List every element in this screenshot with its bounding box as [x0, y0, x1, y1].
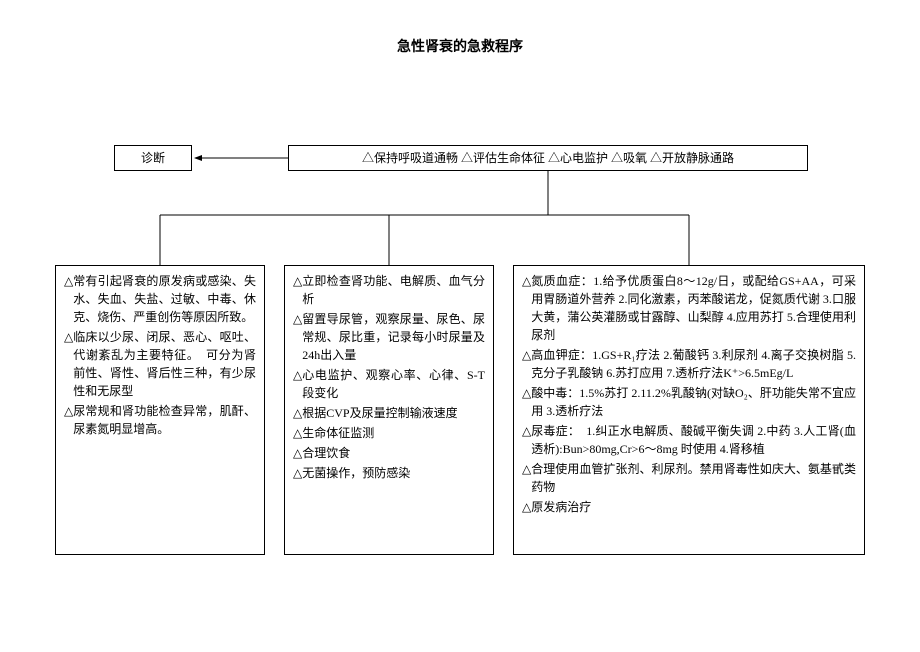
list-item-text: 氮质血症：1.给予优质蛋白8～12g/日，或配给GS+AA，可采用胃肠道外营养 …	[531, 272, 856, 344]
initial-measures-box: △保持呼吸道通畅 △评估生命体征 △心电监护 △吸氧 △开放静脉通路	[288, 145, 808, 171]
triangle-mark: △	[293, 424, 302, 442]
list-item: △合理使用血管扩张剂、利尿剂。禁用肾毒性如庆大、氨基甙类药物	[522, 460, 856, 496]
triangle-mark: △	[522, 460, 531, 496]
list-item-text: 酸中毒：1.5%苏打 2.11.2%乳酸钠(对缺O₂、肝功能失常不宜应用 3.透…	[531, 384, 856, 420]
list-item-text: 立即检查肾功能、电解质、血气分析	[302, 272, 485, 308]
list-item: △合理饮食	[293, 444, 485, 462]
page-title: 急性肾衰的急救程序	[0, 36, 920, 56]
triangle-mark: △	[522, 498, 531, 516]
list-item: △原发病治疗	[522, 498, 856, 516]
list-item-text: 高血钾症：1.GS+R₁疗法 2.葡酸钙 3.利尿剂 4.离子交换树脂 5.克分…	[531, 346, 856, 382]
list-item: △根据CVP及尿量控制输液速度	[293, 404, 485, 422]
list-item: △生命体征监测	[293, 424, 485, 442]
list-item: △尿毒症： 1.纠正水电解质、酸碱平衡失调 2.中药 3.人工肾(血透析):Bu…	[522, 422, 856, 458]
triangle-mark: △	[293, 444, 302, 462]
list-item-text: 常有引起肾衰的原发病或感染、失水、失血、失盐、过敏、中毒、休克、烧伤、严重创伤等…	[73, 272, 256, 326]
triangle-mark: △	[293, 464, 302, 482]
triangle-mark: △	[64, 328, 73, 400]
list-item: △常有引起肾衰的原发病或感染、失水、失血、失盐、过敏、中毒、休克、烧伤、严重创伤…	[64, 272, 256, 326]
list-item-text: 生命体征监测	[302, 424, 485, 442]
initial-measures-text: △保持呼吸道通畅 △评估生命体征 △心电监护 △吸氧 △开放静脉通路	[362, 149, 734, 167]
list-item-text: 心电监护、观察心率、心律、S-T段变化	[302, 366, 485, 402]
list-item-text: 合理使用血管扩张剂、利尿剂。禁用肾毒性如庆大、氨基甙类药物	[531, 460, 856, 496]
column-diagnosis-basis: △常有引起肾衰的原发病或感染、失水、失血、失盐、过敏、中毒、休克、烧伤、严重创伤…	[55, 265, 265, 555]
triangle-mark: △	[293, 310, 302, 364]
triangle-mark: △	[293, 272, 302, 308]
list-item: △高血钾症：1.GS+R₁疗法 2.葡酸钙 3.利尿剂 4.离子交换树脂 5.克…	[522, 346, 856, 382]
triangle-mark: △	[64, 402, 73, 438]
triangle-mark: △	[522, 272, 531, 344]
triangle-mark: △	[522, 422, 531, 458]
list-item-text: 尿毒症： 1.纠正水电解质、酸碱平衡失调 2.中药 3.人工肾(血透析):Bun…	[531, 422, 856, 458]
list-item-text: 无菌操作，预防感染	[302, 464, 485, 482]
list-item: △心电监护、观察心率、心律、S-T段变化	[293, 366, 485, 402]
list-item-text: 根据CVP及尿量控制输液速度	[302, 404, 485, 422]
list-item-text: 原发病治疗	[531, 498, 856, 516]
list-item-text: 合理饮食	[302, 444, 485, 462]
list-item-text: 临床以少尿、闭尿、恶心、呕吐、代谢紊乱为主要特征。 可分为肾前性、肾性、肾后性三…	[73, 328, 256, 400]
column-monitoring: △立即检查肾功能、电解质、血气分析△留置导尿管，观察尿量、尿色、尿常规、尿比重，…	[284, 265, 494, 555]
list-item: △留置导尿管，观察尿量、尿色、尿常规、尿比重，记录每小时尿量及24h出入量	[293, 310, 485, 364]
triangle-mark: △	[293, 366, 302, 402]
triangle-mark: △	[522, 346, 531, 382]
list-item-text: 留置导尿管，观察尿量、尿色、尿常规、尿比重，记录每小时尿量及24h出入量	[302, 310, 485, 364]
list-item: △氮质血症：1.给予优质蛋白8～12g/日，或配给GS+AA，可采用胃肠道外营养…	[522, 272, 856, 344]
diagnosis-label: 诊断	[141, 149, 165, 167]
triangle-mark: △	[522, 384, 531, 420]
triangle-mark: △	[293, 404, 302, 422]
list-item-text: 尿常规和肾功能检查异常，肌酐、尿素氮明显增高。	[73, 402, 256, 438]
column-treatment: △氮质血症：1.给予优质蛋白8～12g/日，或配给GS+AA，可采用胃肠道外营养…	[513, 265, 865, 555]
list-item: △尿常规和肾功能检查异常，肌酐、尿素氮明显增高。	[64, 402, 256, 438]
list-item: △立即检查肾功能、电解质、血气分析	[293, 272, 485, 308]
triangle-mark: △	[64, 272, 73, 326]
list-item: △无菌操作，预防感染	[293, 464, 485, 482]
diagnosis-box: 诊断	[114, 145, 192, 171]
list-item: △临床以少尿、闭尿、恶心、呕吐、代谢紊乱为主要特征。 可分为肾前性、肾性、肾后性…	[64, 328, 256, 400]
list-item: △酸中毒：1.5%苏打 2.11.2%乳酸钠(对缺O₂、肝功能失常不宜应用 3.…	[522, 384, 856, 420]
